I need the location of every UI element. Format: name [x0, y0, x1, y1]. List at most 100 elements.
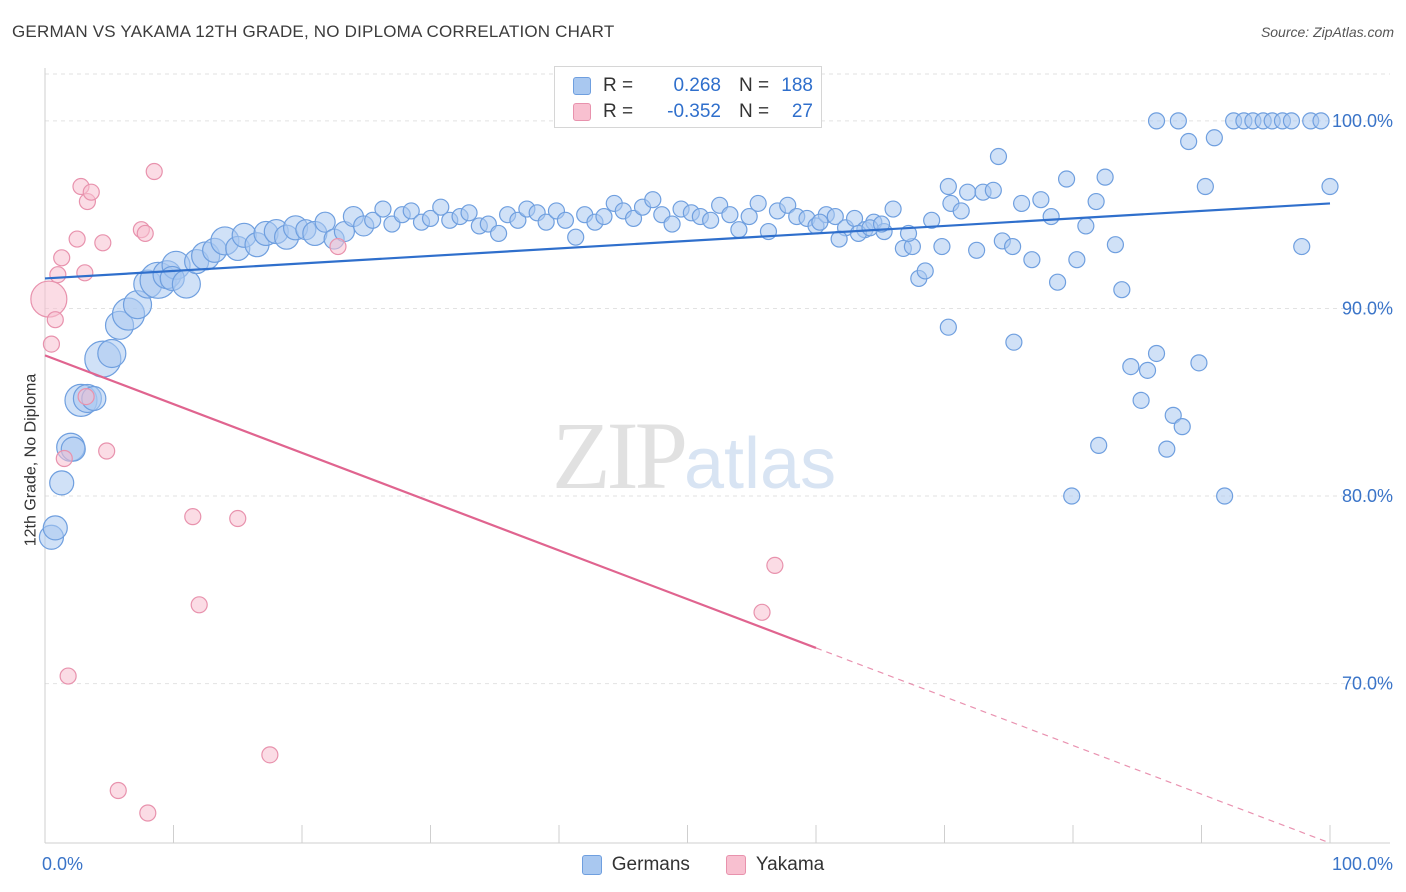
point-germans [1312, 112, 1330, 130]
trend-line-extension-yakama [815, 647, 1331, 844]
point-yakama [42, 335, 61, 353]
point-yakama [145, 162, 163, 181]
point-germans [989, 147, 1008, 166]
point-germans [1057, 170, 1076, 188]
point-germans [749, 194, 767, 213]
legend-n-label: N = [739, 75, 770, 96]
x-tick-label: 0.0% [42, 854, 83, 874]
point-germans [939, 318, 957, 336]
point-germans [939, 177, 957, 196]
point-germans [1216, 487, 1234, 505]
point-germans [923, 211, 941, 229]
point-germans [1068, 251, 1086, 269]
point-yakama [184, 508, 202, 526]
point-germans [1173, 418, 1191, 436]
point-germans [1005, 333, 1023, 351]
y-axis-label: 12th Grade, No Diploma [22, 373, 39, 547]
point-yakama [136, 224, 154, 243]
point-germans [730, 221, 748, 239]
point-germans [490, 224, 508, 243]
point-germans [826, 207, 844, 226]
point-yakama [82, 183, 100, 201]
point-germans [1147, 344, 1166, 363]
point-germans [1063, 487, 1081, 505]
point-yakama [190, 596, 208, 614]
point-germans [872, 215, 891, 233]
correlation-legend: R = 0.268 N = 188 R = -0.352 N = 27 [554, 66, 822, 128]
point-germans [509, 211, 527, 229]
point-germans [97, 338, 127, 369]
point-germans [721, 206, 739, 224]
point-yakama [109, 781, 127, 800]
legend-r-label: R = [603, 75, 634, 96]
point-germans [779, 196, 797, 214]
legend-n-value: 27 [791, 101, 813, 122]
point-germans [1122, 357, 1140, 376]
legend-swatch-germans [573, 77, 591, 95]
y-tick-label: 90.0% [1342, 298, 1393, 318]
point-germans [1282, 112, 1301, 130]
legend-row-germans: R = 0.268 N = 188 [573, 75, 813, 97]
point-yakama [55, 449, 73, 468]
point-germans [460, 204, 478, 222]
legend-n-label: N = [739, 101, 770, 122]
trend-line-yakama [44, 354, 817, 649]
y-tick-label: 80.0% [1342, 486, 1393, 506]
grid-layer [45, 73, 1390, 685]
point-germans [1048, 273, 1067, 291]
point-germans [1169, 112, 1187, 130]
point-yakama [59, 667, 77, 685]
point-germans [1158, 440, 1176, 458]
point-germans [1138, 361, 1157, 379]
point-yakama [139, 804, 157, 822]
point-germans [702, 211, 720, 229]
point-germans [537, 213, 555, 231]
series-legend: Germans Yakama [0, 852, 1406, 878]
point-yakama [53, 249, 71, 267]
point-germans [567, 228, 585, 246]
point-germans [644, 191, 662, 209]
point-yakama [98, 442, 116, 460]
chart-source: Source: ZipAtlas.com [1260, 24, 1394, 40]
point-germans [916, 262, 934, 280]
point-germans [1042, 207, 1060, 226]
point-germans [1012, 194, 1031, 213]
series-legend-germans: Germans [581, 854, 690, 876]
point-germans [314, 211, 336, 233]
point-germans [1113, 281, 1131, 299]
watermark: ZIPatlas [552, 400, 836, 511]
point-yakama [766, 556, 784, 575]
trend-line-germans [44, 202, 1331, 280]
point-germans [952, 202, 970, 220]
legend-r-value: 0.268 [673, 75, 721, 96]
series-swatch-germans [581, 855, 602, 875]
point-germans [1164, 406, 1182, 424]
point-germans [42, 515, 68, 541]
legend-r-label: R = [603, 101, 634, 122]
point-germans [402, 202, 420, 220]
point-germans [374, 200, 392, 218]
point-germans [624, 209, 643, 228]
point-yakama [94, 234, 112, 252]
x-tick-label: 100.0% [1332, 854, 1393, 874]
watermark-zip: ZIP [552, 402, 688, 509]
point-yakama [46, 311, 64, 329]
point-germans [1293, 237, 1311, 256]
y-tick-label: 70.0% [1342, 674, 1393, 694]
point-germans [1023, 251, 1041, 269]
point-germans [968, 241, 986, 259]
point-yakama [229, 509, 247, 528]
point-germans [811, 213, 829, 231]
y-axis-label-wrap: 12th Grade, No Diploma [20, 260, 42, 660]
point-germans [1004, 237, 1022, 256]
point-germans [1196, 177, 1214, 196]
point-yakama [49, 266, 67, 284]
point-yakama [68, 230, 86, 248]
point-germans [421, 209, 440, 228]
watermark-atlas: atlas [684, 424, 837, 504]
point-germans [556, 211, 575, 229]
point-germans [595, 207, 613, 226]
point-yakama [753, 603, 771, 621]
point-germans [1190, 354, 1208, 372]
